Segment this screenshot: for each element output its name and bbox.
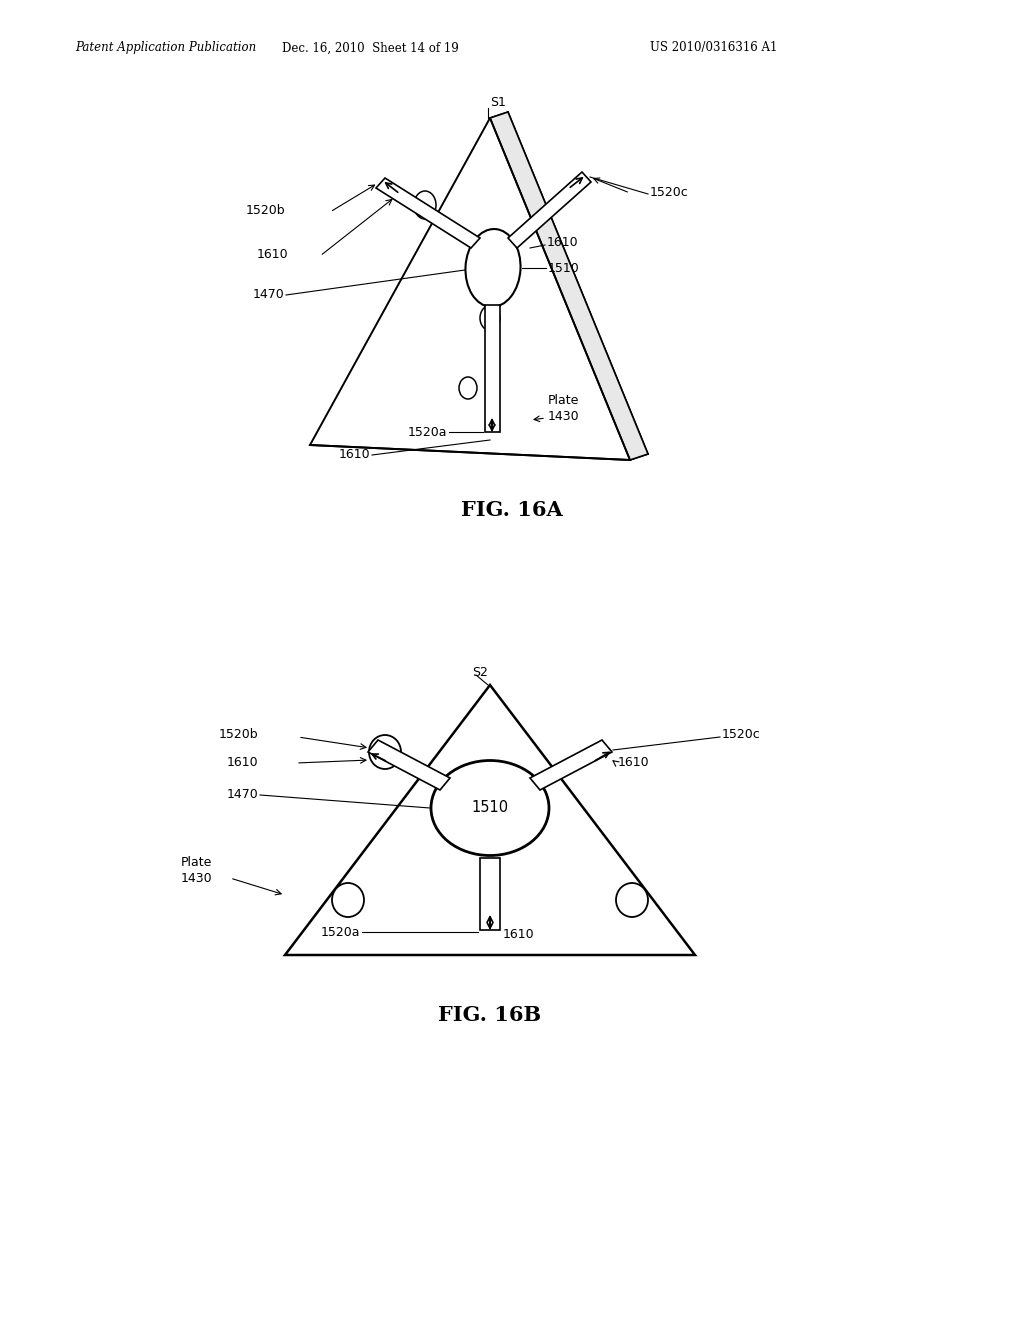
Text: 1610: 1610 bbox=[547, 236, 579, 249]
Polygon shape bbox=[285, 685, 695, 954]
Text: S1: S1 bbox=[490, 96, 506, 110]
Ellipse shape bbox=[616, 883, 648, 917]
Text: 1520b: 1520b bbox=[218, 729, 258, 742]
Text: 1520b: 1520b bbox=[246, 203, 285, 216]
Polygon shape bbox=[376, 178, 480, 248]
Text: Plate: Plate bbox=[180, 855, 212, 869]
Polygon shape bbox=[530, 741, 612, 789]
Ellipse shape bbox=[466, 230, 520, 308]
Text: FIG. 16B: FIG. 16B bbox=[438, 1005, 542, 1026]
Polygon shape bbox=[485, 305, 500, 432]
Text: 1510: 1510 bbox=[471, 800, 509, 816]
Polygon shape bbox=[368, 741, 450, 789]
Text: 1510: 1510 bbox=[548, 261, 580, 275]
Ellipse shape bbox=[459, 378, 477, 399]
Text: 1470: 1470 bbox=[252, 289, 284, 301]
Text: 1610: 1610 bbox=[618, 756, 649, 770]
Polygon shape bbox=[480, 858, 500, 931]
Text: S2: S2 bbox=[472, 665, 487, 678]
Text: 1520a: 1520a bbox=[321, 925, 360, 939]
Text: 1610: 1610 bbox=[503, 928, 535, 941]
Text: 1520c: 1520c bbox=[722, 729, 761, 742]
Text: FIG. 16A: FIG. 16A bbox=[461, 500, 563, 520]
Text: Patent Application Publication: Patent Application Publication bbox=[75, 41, 256, 54]
Text: 1430: 1430 bbox=[548, 409, 580, 422]
Text: 1610: 1610 bbox=[338, 449, 370, 462]
Text: 1470: 1470 bbox=[226, 788, 258, 801]
Text: 1430: 1430 bbox=[180, 871, 212, 884]
Ellipse shape bbox=[332, 883, 364, 917]
Ellipse shape bbox=[431, 760, 549, 855]
Text: Dec. 16, 2010  Sheet 14 of 19: Dec. 16, 2010 Sheet 14 of 19 bbox=[282, 41, 459, 54]
Text: 1520c: 1520c bbox=[650, 186, 689, 198]
Polygon shape bbox=[508, 172, 591, 248]
Text: 1610: 1610 bbox=[256, 248, 288, 261]
Polygon shape bbox=[490, 112, 648, 459]
Text: US 2010/0316316 A1: US 2010/0316316 A1 bbox=[650, 41, 777, 54]
Ellipse shape bbox=[369, 735, 401, 770]
Text: Plate: Plate bbox=[548, 393, 580, 407]
Ellipse shape bbox=[480, 305, 500, 330]
Text: 1520a: 1520a bbox=[408, 425, 447, 438]
Text: 1610: 1610 bbox=[226, 756, 258, 770]
Ellipse shape bbox=[414, 191, 436, 219]
